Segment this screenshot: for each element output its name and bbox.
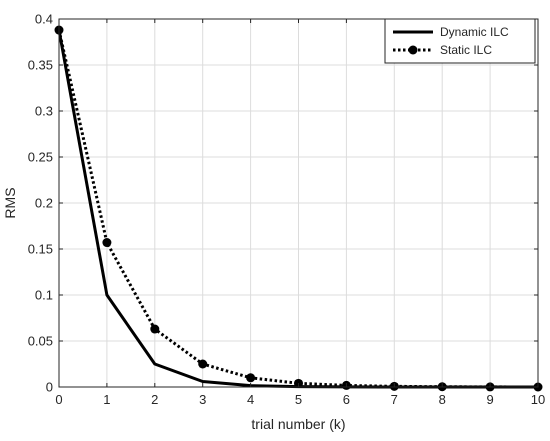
y-tick-label: 0.3 — [35, 104, 53, 119]
x-axis-title: trial number (k) — [251, 416, 345, 432]
x-tick-label: 6 — [343, 392, 350, 407]
grid-lines — [59, 19, 538, 387]
y-tick-label: 0.1 — [35, 288, 53, 303]
legend-marker-static-ilc — [408, 45, 418, 55]
y-tick-label: 0.4 — [35, 12, 53, 27]
x-tick-label: 10 — [531, 392, 545, 407]
x-tick-label: 1 — [103, 392, 110, 407]
x-tick-label: 7 — [391, 392, 398, 407]
x-tick-label: 2 — [151, 392, 158, 407]
y-tick-label: 0.25 — [28, 150, 53, 165]
x-tick-label: 9 — [486, 392, 493, 407]
y-tick-label: 0 — [46, 380, 53, 395]
y-axis-title: RMS — [2, 187, 18, 218]
x-tick-label: 4 — [247, 392, 254, 407]
x-tick-label: 3 — [199, 392, 206, 407]
legend-label-static-ilc: Static ILC — [440, 43, 492, 57]
y-tick-label: 0.35 — [28, 58, 53, 73]
data-point-static-ilc — [246, 373, 256, 383]
data-point-static-ilc — [102, 238, 112, 248]
x-tick-label: 8 — [439, 392, 446, 407]
legend-box — [384, 18, 536, 64]
y-tick-label: 0.05 — [28, 334, 53, 349]
x-tick-label: 0 — [55, 392, 62, 407]
x-tick-label: 5 — [295, 392, 302, 407]
data-point-static-ilc — [198, 359, 208, 369]
y-tick-label: 0.15 — [28, 242, 53, 257]
legend-label-dynamic-ilc: Dynamic ILC — [440, 25, 509, 39]
axis-ticks: 0 1 2 3 4 5 6 7 8 9 10 0 0.05 0.1 0.15 0.2 0.25 0.3 0.35 0.… — [28, 12, 546, 408]
y-tick-label: 0.2 — [35, 196, 53, 211]
legend: Dynamic ILC Static ILC — [384, 18, 536, 64]
data-point-static-ilc — [150, 324, 160, 334]
